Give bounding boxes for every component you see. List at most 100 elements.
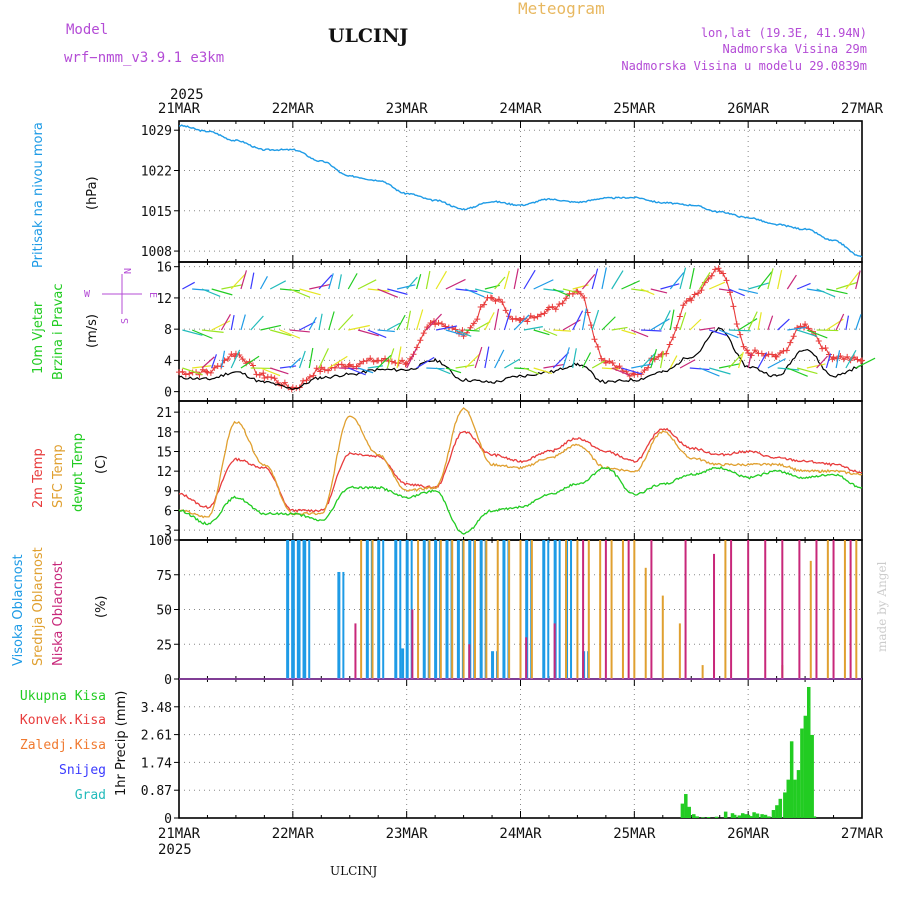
wind-gust-marker xyxy=(399,357,406,364)
cloud-bar xyxy=(843,540,846,679)
wind-arrow xyxy=(669,309,675,331)
precip-bar xyxy=(695,816,699,818)
wind-arrow xyxy=(279,365,297,369)
cloud-bar xyxy=(456,540,460,679)
cloud-bar xyxy=(360,540,363,679)
wind-gust-marker xyxy=(577,290,584,297)
y-tick-label: 0 xyxy=(164,386,172,401)
wind-gust-marker xyxy=(559,300,566,307)
wind-gust-marker xyxy=(733,320,740,327)
wind-gust-marker xyxy=(303,377,310,384)
y-tick-label: 50 xyxy=(156,604,172,619)
wind-gust-marker xyxy=(281,379,288,386)
wind-arrow xyxy=(406,348,418,369)
wind-arrow xyxy=(318,313,323,331)
wind-arrow xyxy=(562,288,578,294)
wind-arrow xyxy=(650,318,670,331)
wind-arrow xyxy=(445,367,462,374)
cloud-bar xyxy=(621,540,624,679)
wind-arrow xyxy=(240,270,248,290)
precip-bar xyxy=(767,816,771,818)
y-tick-label: 15 xyxy=(156,445,172,460)
cloud-bar xyxy=(291,540,295,679)
cloud-bar xyxy=(434,540,438,679)
wind-gust-marker xyxy=(581,294,588,301)
y-tick-label: 3 xyxy=(164,524,172,539)
wind-gust-marker xyxy=(626,373,633,380)
wind-arrow xyxy=(855,314,862,331)
wind-gust-marker xyxy=(224,356,231,363)
wind-gust-marker xyxy=(306,373,313,380)
wind-arrow xyxy=(757,352,768,369)
cloud-bar xyxy=(604,540,607,679)
cloud-bar xyxy=(337,571,341,679)
wind-arrow xyxy=(494,308,500,331)
mid-cloud-title: Srednja Oblacnost xyxy=(31,547,46,666)
wind-gust-marker xyxy=(438,320,445,327)
compass-w: W xyxy=(84,289,91,300)
wind-title-1: 10m Vjetar xyxy=(31,301,46,374)
wind-arrow xyxy=(269,280,287,290)
wind-arrow xyxy=(445,278,466,290)
wind-arrow xyxy=(455,288,478,293)
precip-bar xyxy=(786,779,791,818)
wind-gust-marker xyxy=(492,298,499,305)
bottom-tick-label: 24MAR xyxy=(499,826,542,842)
wind-gust-marker xyxy=(602,359,609,366)
wind-arrow xyxy=(308,316,317,331)
cloud-bar xyxy=(553,623,556,679)
wind-gust-marker xyxy=(260,370,267,377)
wind-arrow xyxy=(396,314,406,331)
wind-arrow xyxy=(220,313,231,331)
wind-arrow xyxy=(308,347,314,369)
cloud-bar xyxy=(678,623,681,679)
temp-unit: (C) xyxy=(94,455,109,474)
wind-arrow xyxy=(640,352,657,369)
wind-arrow xyxy=(328,311,335,331)
pressure-unit: (hPa) xyxy=(85,176,100,210)
wind-arrow xyxy=(631,363,653,369)
wind-arrow xyxy=(737,351,744,369)
wind-arrow xyxy=(572,310,584,331)
cloud-bar xyxy=(394,540,398,679)
compass-s: S xyxy=(120,318,131,324)
wind-gust-marker xyxy=(346,361,353,368)
wind-gust-marker xyxy=(691,291,698,298)
cloud-bar xyxy=(565,540,568,679)
wind-gust-marker xyxy=(370,358,377,365)
wind-gust-marker xyxy=(854,356,861,363)
top-time-labels: 21MAR 22MAR 23MAR 24MAR 25MAR 26MAR 27MAR xyxy=(158,101,884,117)
cloud-bar xyxy=(405,540,409,679)
precip-bar xyxy=(701,817,705,818)
cloud-bar xyxy=(491,651,495,679)
wind-arrow xyxy=(484,312,495,331)
wind-gust-marker xyxy=(666,341,673,348)
wind-gust-marker xyxy=(825,351,832,358)
cloud-bar xyxy=(644,567,647,679)
wind-gust-marker xyxy=(487,294,494,301)
cloud-bar xyxy=(502,540,506,679)
wind-arrow xyxy=(777,318,790,331)
wind-gust-marker xyxy=(859,357,865,364)
wind-gust-marker xyxy=(268,374,275,381)
wind-arrow xyxy=(435,367,451,375)
wind-arrow xyxy=(748,282,770,290)
panels: 1008 1015 1022 1029 0 4 8 12 16 3 6 9 12 15 18 21 0 25 50 7… xyxy=(141,120,863,827)
wind-arrow xyxy=(562,347,570,369)
wind-gust-marker xyxy=(588,322,595,329)
wind-gust-marker xyxy=(435,319,442,326)
wind-arrow xyxy=(474,288,493,295)
y-tick-label: 12 xyxy=(156,292,172,307)
wind-gust-marker xyxy=(698,287,705,294)
wind-arrow xyxy=(621,280,640,290)
wind-arrow xyxy=(543,329,558,337)
wind-arrow xyxy=(757,312,762,331)
wind-gust-marker xyxy=(179,368,186,375)
precip-label-total: Ukupna Kisa xyxy=(20,689,106,704)
precip-bar xyxy=(783,792,787,818)
wind-arrow xyxy=(640,329,662,332)
wind-arrow xyxy=(367,329,387,339)
precip-bar xyxy=(778,798,783,818)
y-tick-label: 0.87 xyxy=(141,784,172,799)
wind-unit: (m/s) xyxy=(85,314,100,348)
